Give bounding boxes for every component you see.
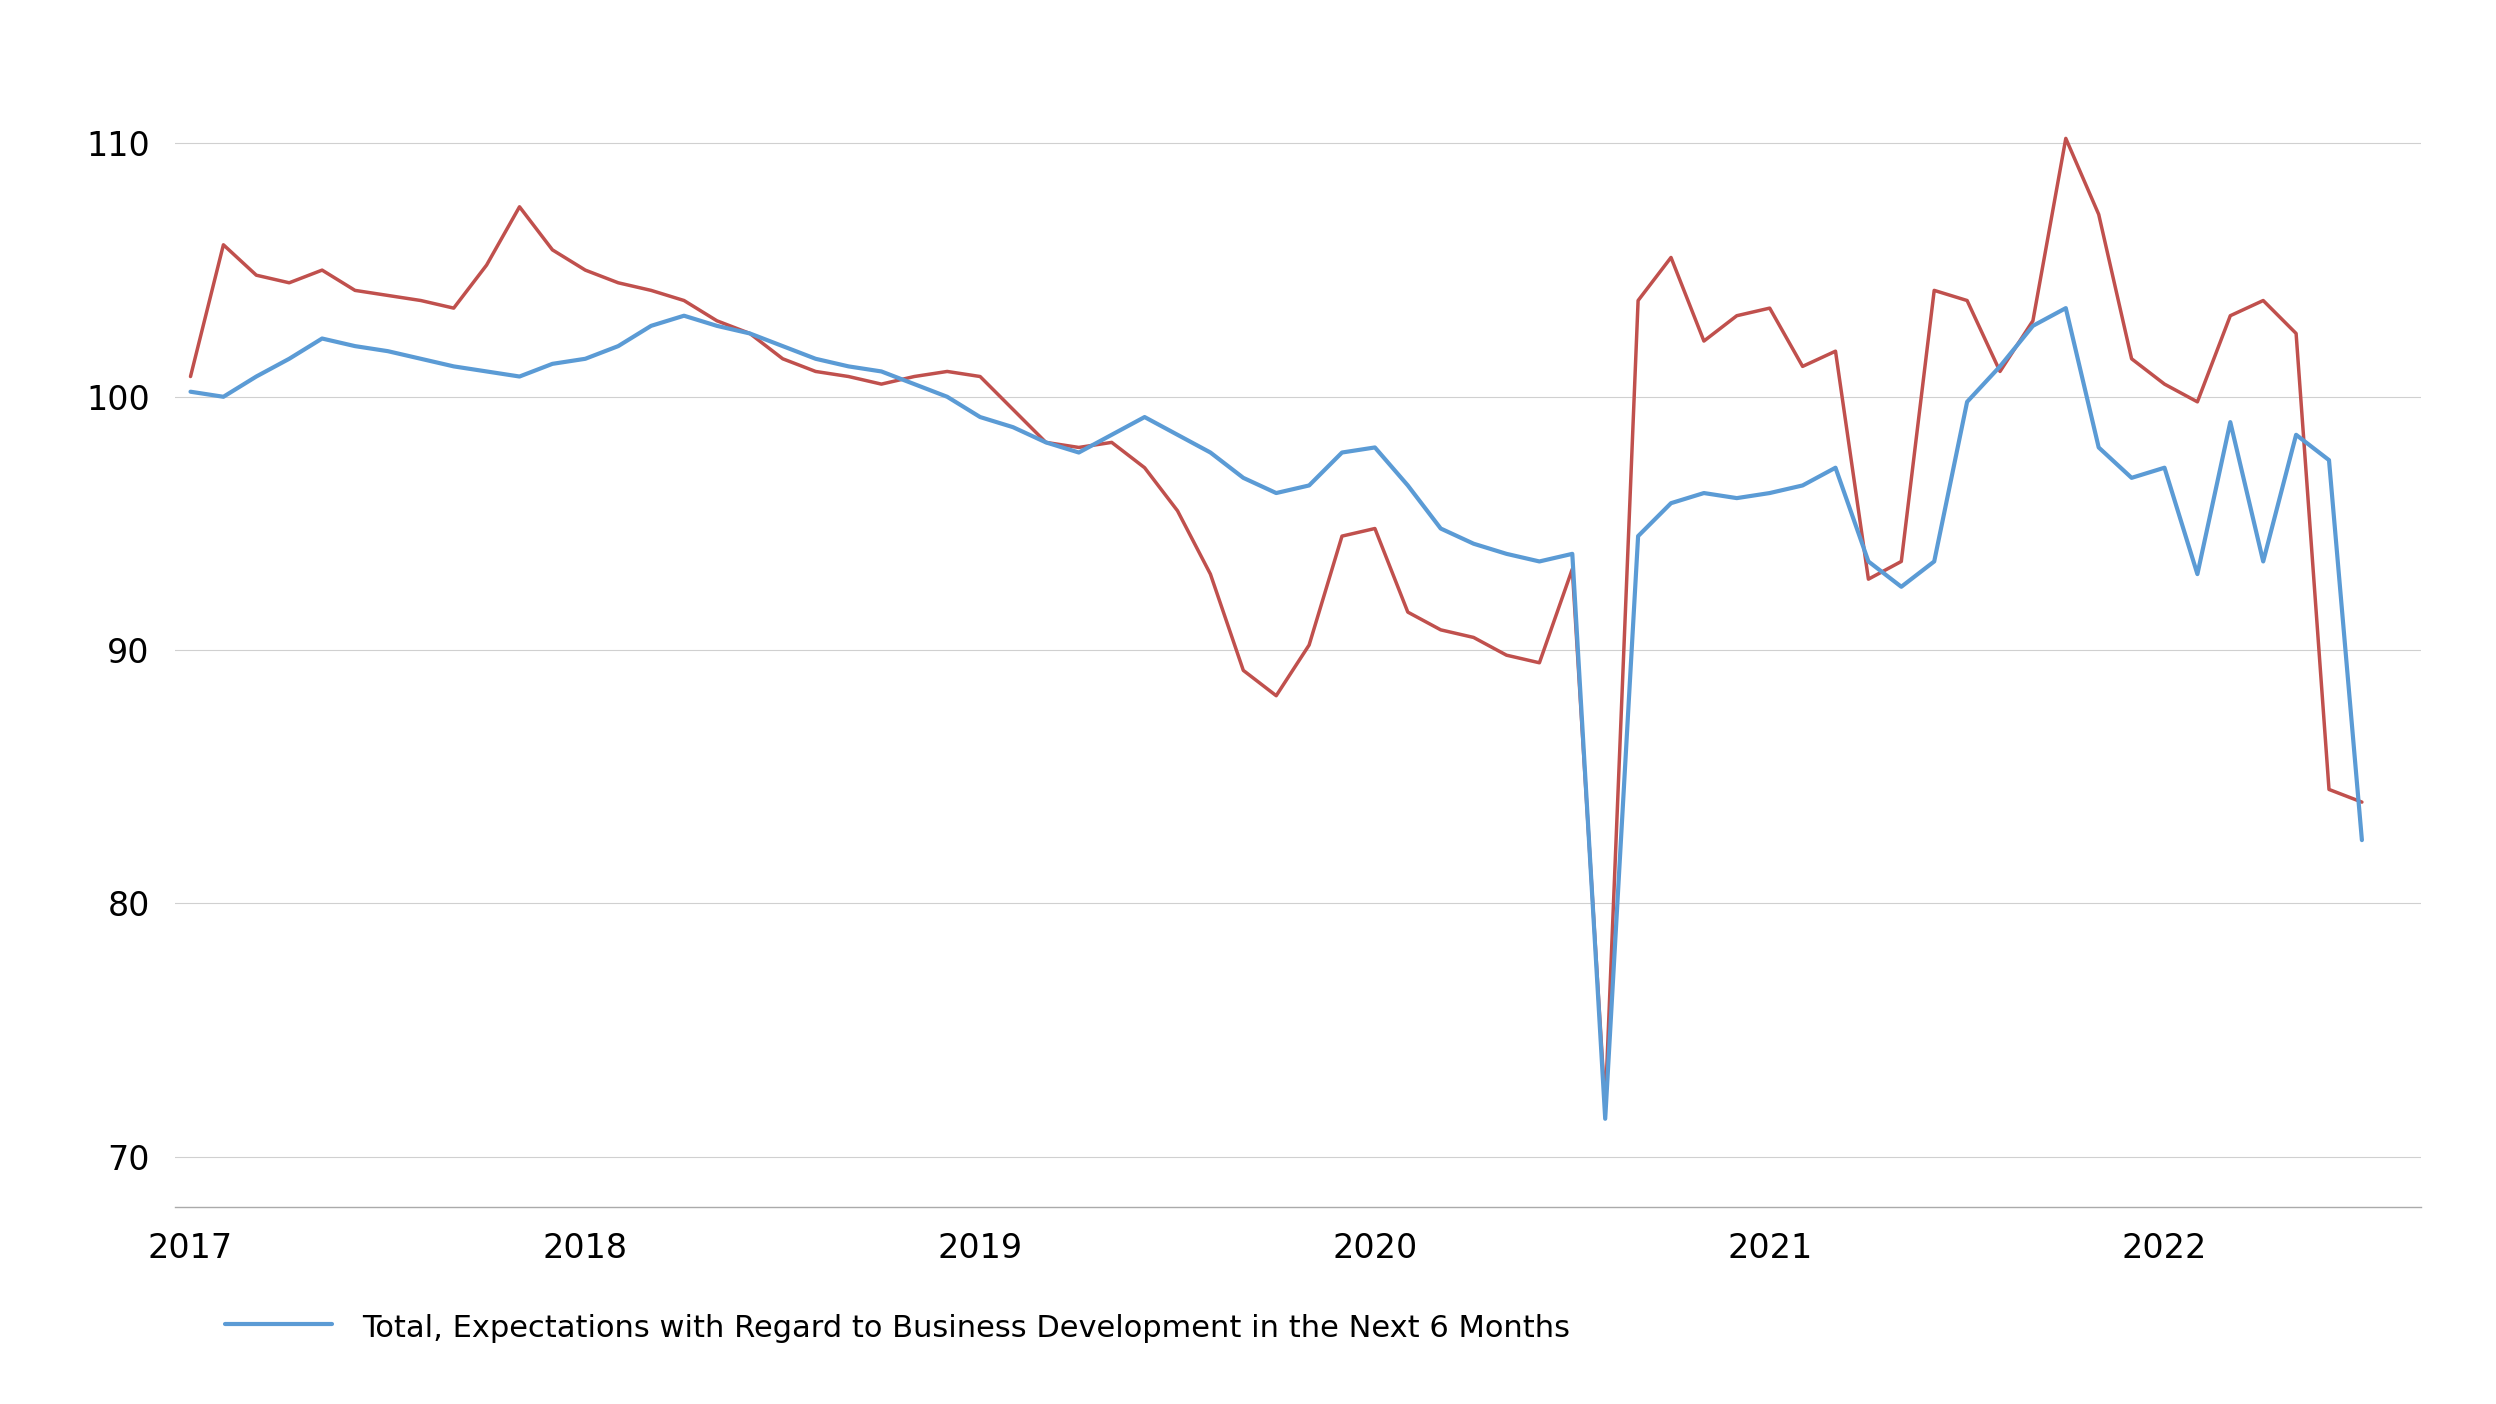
Line: Total, Expectations with Regard to Business Development in the Next 6 Months: Total, Expectations with Regard to Busin… [190, 307, 2361, 1119]
Total, Expectations with Regard to Business Development in the Next 6 Months [1063, 444, 1093, 461]
Total, Expectations with Regard to Business Development in the Next 6 Months [2052, 299, 2082, 316]
Total, Expectations with Regard to Business Development in the Next 6 Months [439, 358, 469, 375]
Total, Expectations with Regard to Business Development in the Next 6 Months [2216, 414, 2246, 431]
Total, Expectations with Regard to Business Development in the Next 6 Months [1855, 553, 1884, 570]
Total, Expectations with Regard to Business Development in the Next 6 Months [1163, 427, 1193, 444]
Legend: Total, Expectations with Regard to Business Development in the Next 6 Months: Total, Expectations with Regard to Busin… [212, 1299, 1582, 1355]
Total, Expectations with Regard to Business Development in the Next 6 Months [1590, 1111, 1620, 1127]
Total, Expectations with Regard to Business Development in the Next 6 Months [339, 338, 369, 355]
Total, Expectations with Regard to Business Development in the Next 6 Months [2346, 831, 2376, 848]
Total, Expectations with Regard to Business Development in the Next 6 Months [175, 383, 205, 400]
